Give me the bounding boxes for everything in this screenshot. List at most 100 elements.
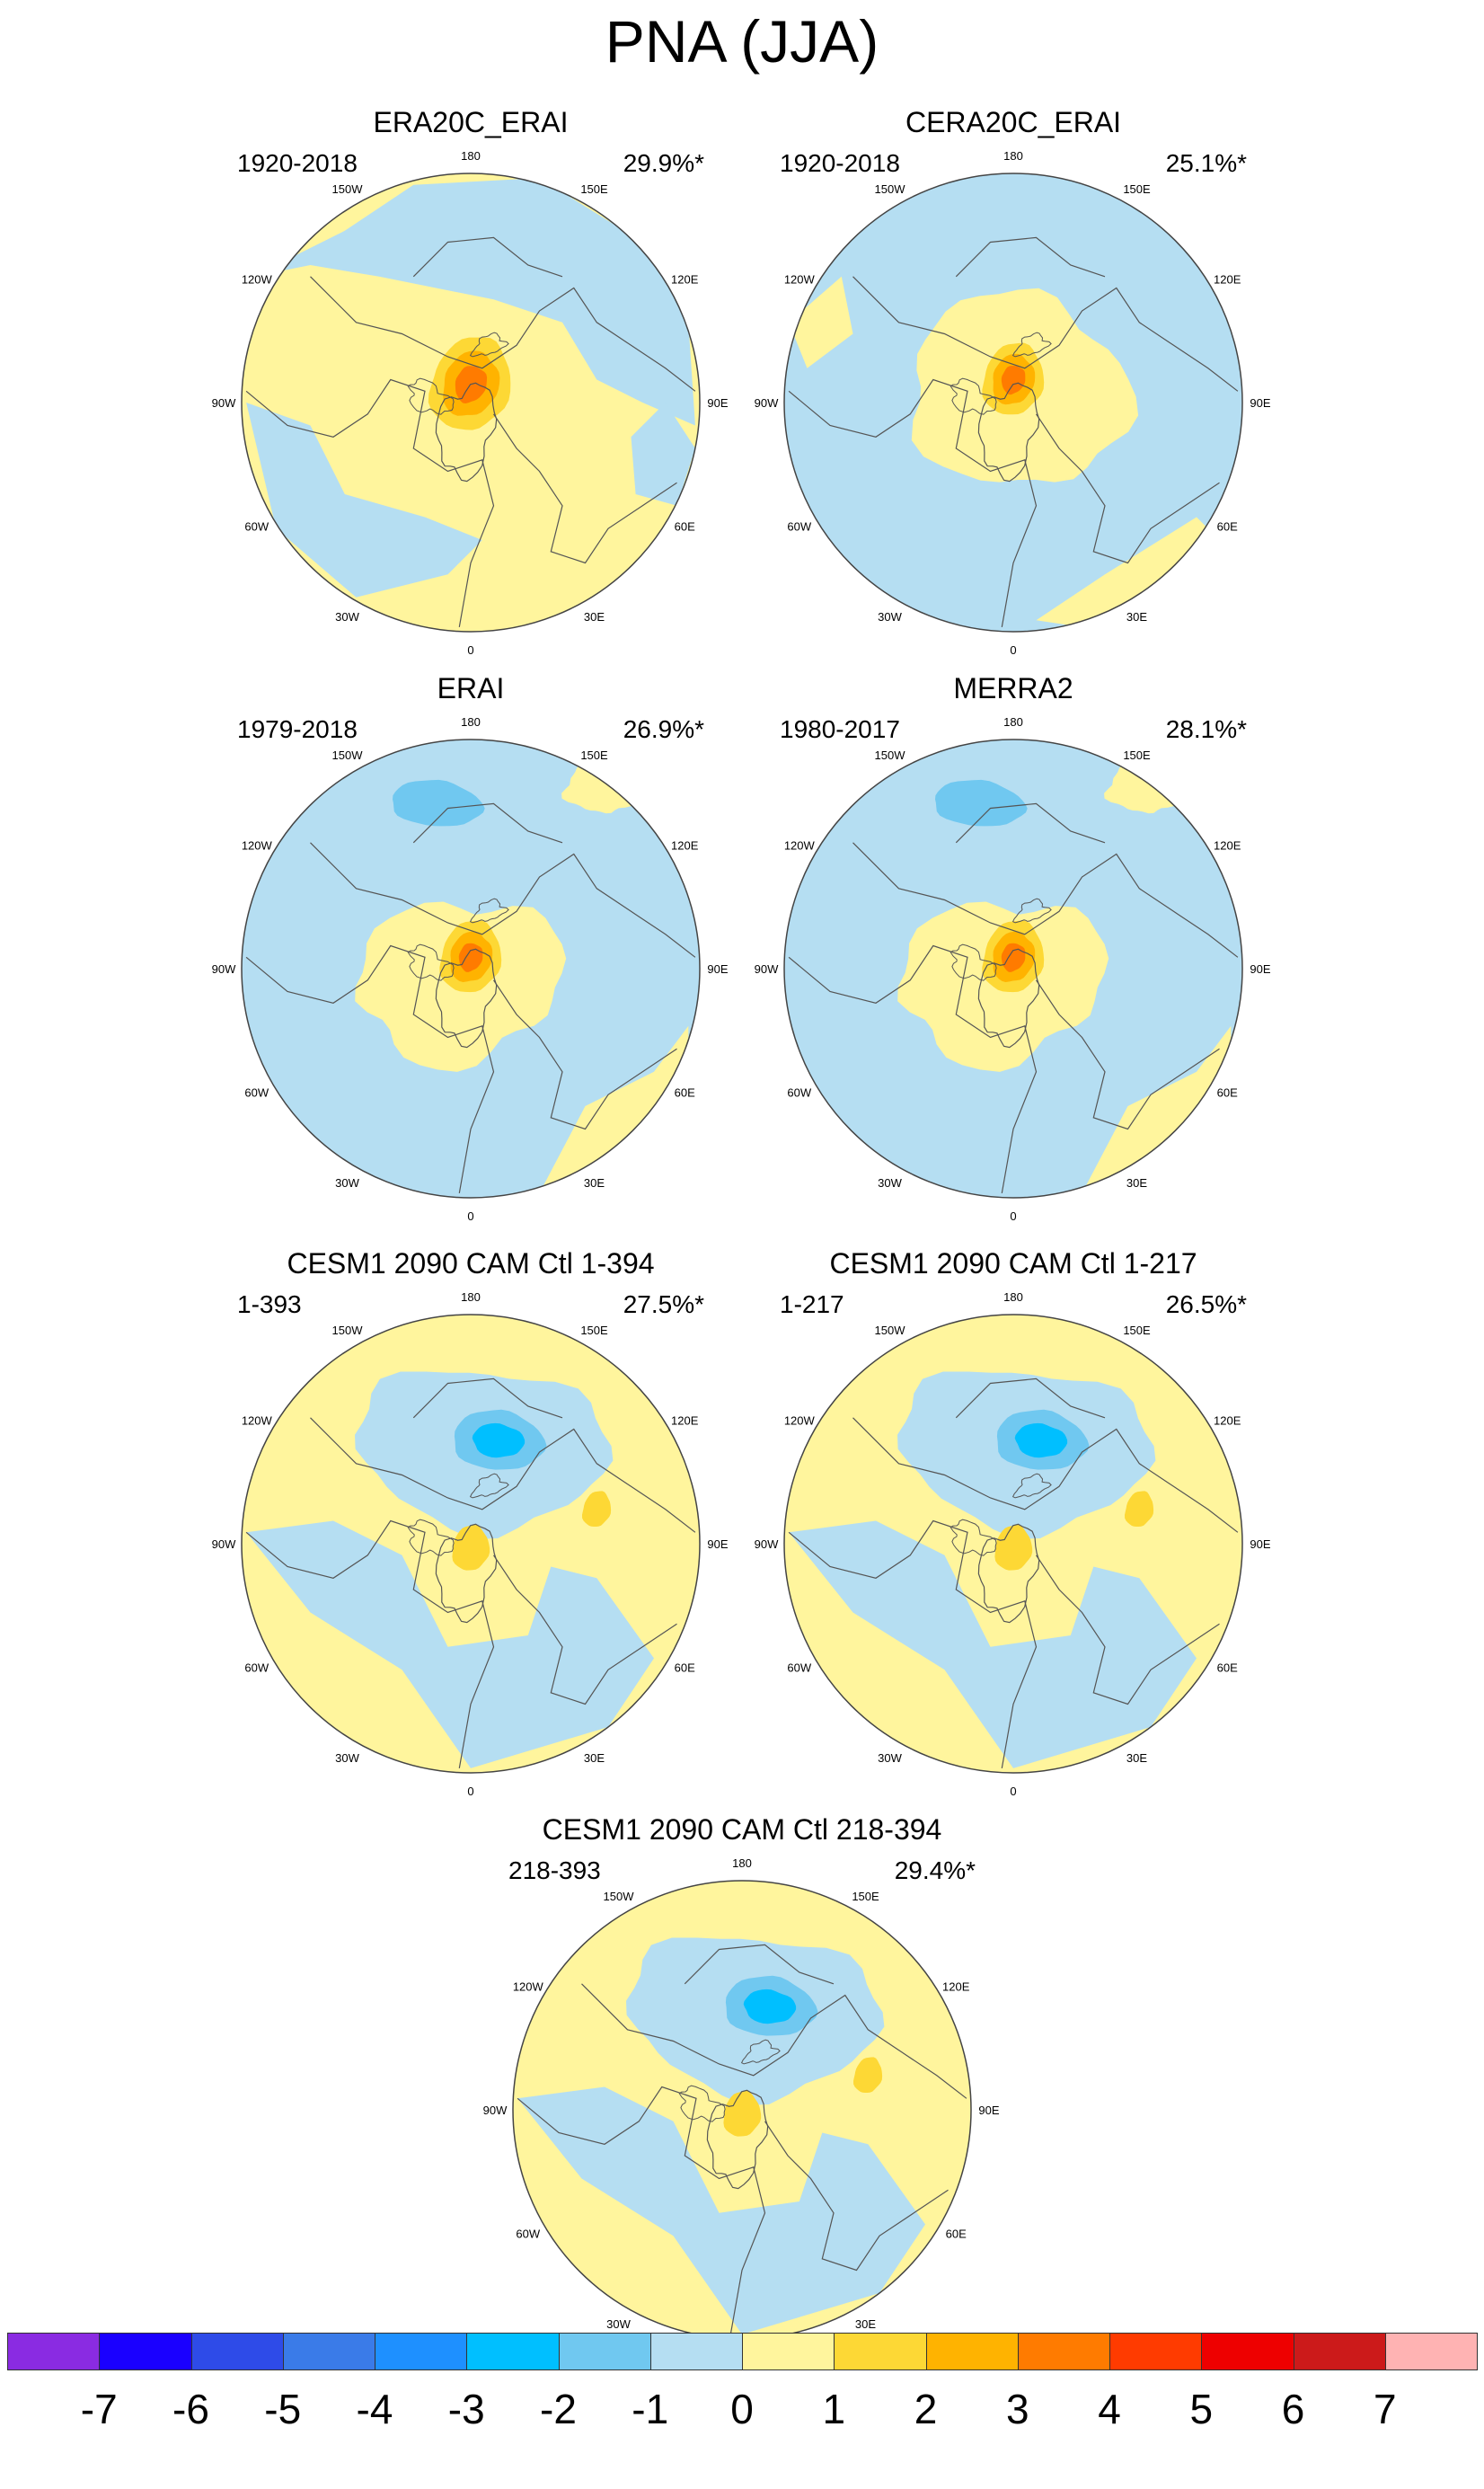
colorbar-tick-label: 0 xyxy=(730,2386,754,2432)
island-outline xyxy=(678,2085,726,2122)
field-anomaly-core xyxy=(393,779,485,827)
longitude-label: 0 xyxy=(467,1209,473,1223)
longitude-label: 60E xyxy=(675,1086,695,1100)
colorbar-swatch xyxy=(558,2333,651,2370)
longitude-label: 120E xyxy=(1214,839,1241,853)
colorbar-tick-label: -5 xyxy=(264,2386,302,2432)
island-outline xyxy=(740,2039,781,2065)
coastline xyxy=(788,378,1038,628)
field-region xyxy=(1082,1025,1232,1193)
longitude-label: 180 xyxy=(461,149,481,163)
colorbar-swatch xyxy=(1109,2333,1203,2370)
longitude-label: 150W xyxy=(332,748,364,762)
longitude-label: 0 xyxy=(467,643,473,657)
island-outline xyxy=(407,943,455,981)
map-panel-cesm1-1-394: CESM1 2090 CAM Ctl 1-394 1-393 27.5%* 18… xyxy=(201,1247,740,1804)
longitude-label: 150W xyxy=(875,748,906,762)
field-region xyxy=(246,1520,654,1768)
coastline xyxy=(1036,1555,1220,1705)
field-anomaly-core xyxy=(853,2057,883,2093)
panel-period: 1-217 xyxy=(780,1290,844,1318)
longitude-label: 150E xyxy=(580,1324,608,1337)
panel-period: 218-393 xyxy=(508,1856,601,1884)
longitude-label: 90W xyxy=(212,962,236,976)
longitude-label: 60E xyxy=(1217,520,1238,534)
map-boundary xyxy=(241,1314,701,1774)
longitude-label: 150W xyxy=(332,1324,364,1337)
colorbar-swatch xyxy=(1293,2333,1386,2370)
longitude-label: 60W xyxy=(787,1661,811,1675)
longitude-label: 30W xyxy=(606,2317,631,2331)
panel-period: 1979-2018 xyxy=(237,715,358,743)
greenland-outline xyxy=(977,948,1040,1049)
field-region xyxy=(631,403,695,506)
colorbar-swatch xyxy=(649,2333,743,2370)
greenland-outline xyxy=(435,948,498,1049)
island-outline xyxy=(950,1519,997,1556)
panel-variance: 29.4%* xyxy=(894,1856,976,1884)
field-anomaly-core xyxy=(994,1525,1033,1571)
field-anomaly-core xyxy=(723,2091,762,2137)
map-boundary xyxy=(241,739,701,1199)
longitude-label: 120W xyxy=(784,273,816,287)
longitude-label: 30W xyxy=(335,1751,359,1765)
panel-title: CERA20C_ERAI xyxy=(905,106,1122,138)
longitude-label: 30E xyxy=(1126,610,1147,624)
colorbar-tick-label: -2 xyxy=(540,2386,577,2432)
island-outline xyxy=(950,943,997,981)
longitude-label: 90W xyxy=(755,396,779,410)
longitude-label: 180 xyxy=(1003,149,1023,163)
field-region xyxy=(517,2086,925,2334)
colorbar-swatch xyxy=(375,2333,468,2370)
longitude-label: 120W xyxy=(784,839,816,853)
longitude-label: 150W xyxy=(604,1890,635,1903)
longitude-label: 150E xyxy=(580,182,608,196)
longitude-label: 0 xyxy=(1010,1209,1016,1223)
longitude-label: 60W xyxy=(244,520,269,534)
panel-period: 1-393 xyxy=(237,1290,302,1318)
colorbar-swatch xyxy=(1017,2333,1110,2370)
longitude-label: 90E xyxy=(707,396,728,410)
colorbar-swatch xyxy=(742,2333,835,2370)
longitude-label: 150E xyxy=(1123,748,1151,762)
longitude-label: 120E xyxy=(1214,273,1241,287)
coastline xyxy=(493,413,677,564)
longitude-label: 90W xyxy=(212,396,236,410)
coastline xyxy=(493,1555,677,1705)
longitude-label: 30E xyxy=(584,610,605,624)
field-region xyxy=(1104,764,1177,814)
field-region xyxy=(252,178,695,426)
longitude-label: 30W xyxy=(878,610,902,624)
colorbar-legend: -7 -6 -5 -4 -3 -2 -1 0 1 2 3 4 5 6 7 xyxy=(7,2333,1478,2485)
longitude-label: 60W xyxy=(516,2228,540,2241)
coastline xyxy=(245,378,495,628)
map-panel-erai: ERAI 1979-2018 26.9%* 180 150E 120E 90E 60E 3… xyxy=(201,672,740,1229)
longitude-label: 120E xyxy=(671,1414,699,1428)
coastline xyxy=(245,1519,495,1769)
map-panel-cesm1-1-217: CESM1 2090 CAM Ctl 1-217 1-217 26.5%* 18… xyxy=(744,1247,1283,1804)
colorbar-swatch xyxy=(7,2333,101,2370)
colorbar-tick-label: 1 xyxy=(822,2386,846,2432)
panel-title: CESM1 2090 CAM Ctl 218-394 xyxy=(542,1813,942,1846)
longitude-label: 150W xyxy=(875,1324,906,1337)
field-region xyxy=(1036,517,1220,627)
longitude-label: 90E xyxy=(978,2104,999,2117)
longitude-label: 60W xyxy=(244,1086,269,1100)
map-panel-era20c-erai: ERA20C_ERAI 1920-2018 29.9%* 180 150E 120E… xyxy=(201,106,740,663)
longitude-label: 180 xyxy=(461,715,481,729)
map-boundary xyxy=(783,1314,1243,1774)
longitude-label: 90W xyxy=(755,962,779,976)
colorbar-tick-label: -1 xyxy=(632,2386,669,2432)
colorbar-tick-label: -4 xyxy=(356,2386,393,2432)
island-outline xyxy=(469,332,509,358)
longitude-label: 90E xyxy=(707,962,728,976)
field-anomaly-core xyxy=(1014,1422,1068,1458)
longitude-label: 150E xyxy=(1123,182,1151,196)
coastline xyxy=(852,842,1239,958)
panel-title: ERAI xyxy=(437,672,505,704)
coastline xyxy=(955,236,1106,278)
